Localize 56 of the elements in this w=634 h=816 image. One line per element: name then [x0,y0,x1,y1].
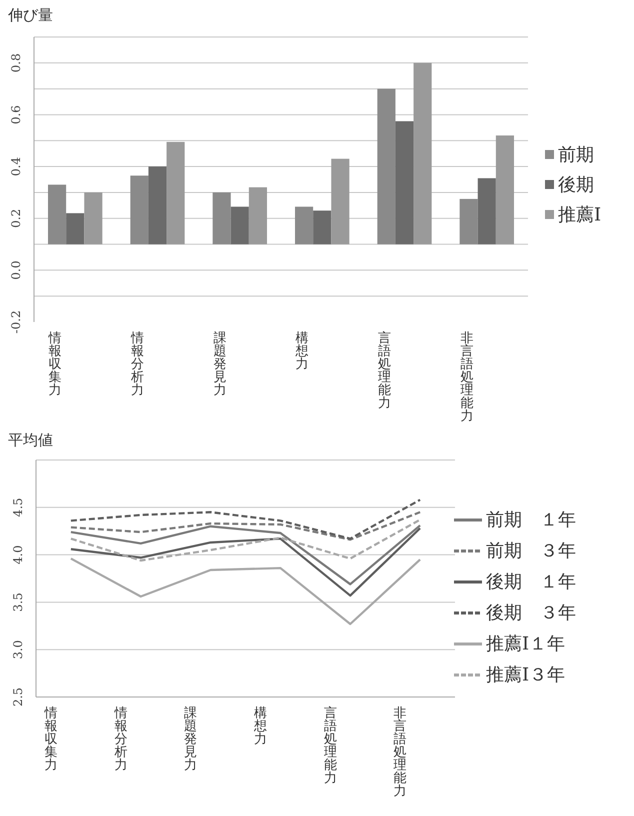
y-tick-label: 0.2 [9,208,23,228]
bar [230,206,249,244]
bar [395,121,414,244]
line-series [70,518,422,562]
y-tick-label: 0.6 [9,105,23,124]
y-tick-label: 3.5 [11,592,25,612]
x-tick-label: 言語処理能力 [324,705,337,786]
bar [248,187,268,244]
bar [496,135,514,244]
x-tick-label: 情報分析力 [113,706,128,773]
bar [66,213,84,244]
bar [460,198,478,244]
bar [84,192,102,244]
x-tick-label: 情報収集力 [48,331,62,398]
bar [294,206,314,244]
bar [48,184,66,244]
line-series [70,557,422,626]
x-tick-label: 言語処理能力 [378,330,391,411]
x-tick-label: 構想力 [294,331,309,372]
x-tick-label: 課題発見力 [184,706,198,773]
text: 4.0 [11,545,25,564]
bar [478,178,496,244]
legend-label: 後期 [558,174,594,196]
legend-label: 後期 ３年 [486,602,576,624]
x-tick-label: 構想力 [252,706,267,747]
legend-label: 後期 １年 [486,572,576,592]
x-tick-label: 非言語処理能力 [394,706,407,799]
bar [414,62,432,244]
y-tick-label: 4.5 [11,498,25,517]
y-tick-label: 0.8 [9,53,23,72]
line-series [70,527,422,597]
x-tick-label: 非言語処理能力 [460,331,474,424]
line-series [70,498,422,540]
text: 0.0 [9,260,23,280]
y-tick-label: -0.2 [9,310,23,334]
legend-label: 推薦Ⅰ [558,204,602,226]
legend-label: 前期 ３年 [486,540,576,562]
bar [331,158,350,244]
legend-label: 推薦Ⅰ１年 [486,634,566,654]
bar [130,176,148,244]
bar [148,166,167,244]
bar [313,210,332,244]
legend-label: 前期 １年 [486,510,576,530]
bar [377,88,396,244]
x-tick-label: 課題発見力 [213,331,226,398]
legend-label: 推薦Ⅰ３年 [486,664,566,686]
bar [166,142,185,244]
bar [212,192,231,244]
legend-label: 前期 [558,144,594,166]
x-tick-label: 情報分析力 [130,331,144,398]
y-tick-label: 2.5 [11,687,25,707]
text: 3.0 [11,640,25,660]
x-tick-label: 情報収集力 [43,706,58,773]
y-tick-label: 0.4 [9,156,23,176]
chart-title: 平均値 [8,431,53,449]
chart-title: 伸び量 [7,6,53,24]
